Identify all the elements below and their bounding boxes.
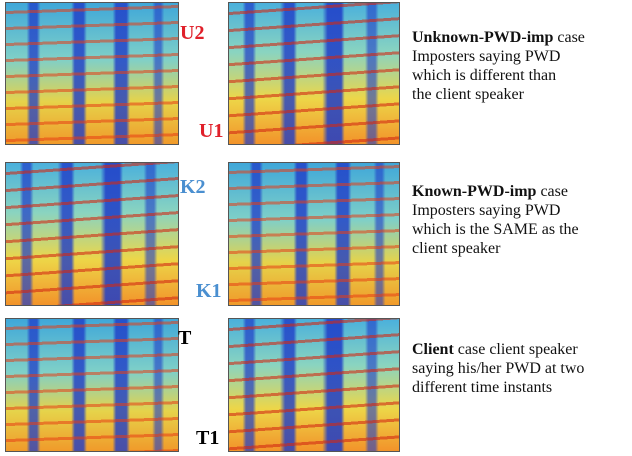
case-rest: case: [557, 29, 585, 46]
desc-line: which is different than: [412, 66, 630, 85]
label: U2: [180, 22, 204, 45]
case-title: Client: [412, 341, 454, 358]
desc-line: the client speaker: [412, 85, 630, 104]
desc-line: client speaker: [412, 239, 630, 258]
label: T: [178, 327, 191, 350]
label: U1: [199, 120, 223, 143]
case-rest: case: [540, 183, 568, 200]
label: K2: [180, 176, 206, 199]
desc-line: Imposters saying PWD: [412, 201, 630, 220]
spectrogram: [5, 162, 179, 306]
label: K1: [196, 280, 222, 303]
spectrogram: [228, 162, 400, 306]
spectrogram: [228, 318, 400, 452]
case-rest: case client speaker: [458, 341, 578, 358]
label: T1: [196, 427, 219, 450]
desc-line: Imposters saying PWD: [412, 47, 630, 66]
desc-line: different time instants: [412, 378, 630, 397]
case-title: Known-PWD-imp: [412, 183, 536, 200]
figure: U2 U1 Unknown-PWD-impcase Imposters sayi…: [0, 0, 632, 456]
desc-line: which is the SAME as the: [412, 220, 630, 239]
desc-line: saying his/her PWD at two: [412, 359, 630, 378]
spectrogram: [5, 318, 179, 452]
case-title: Unknown-PWD-imp: [412, 29, 553, 46]
spectrogram: [5, 2, 179, 145]
spectrogram: [228, 2, 400, 145]
